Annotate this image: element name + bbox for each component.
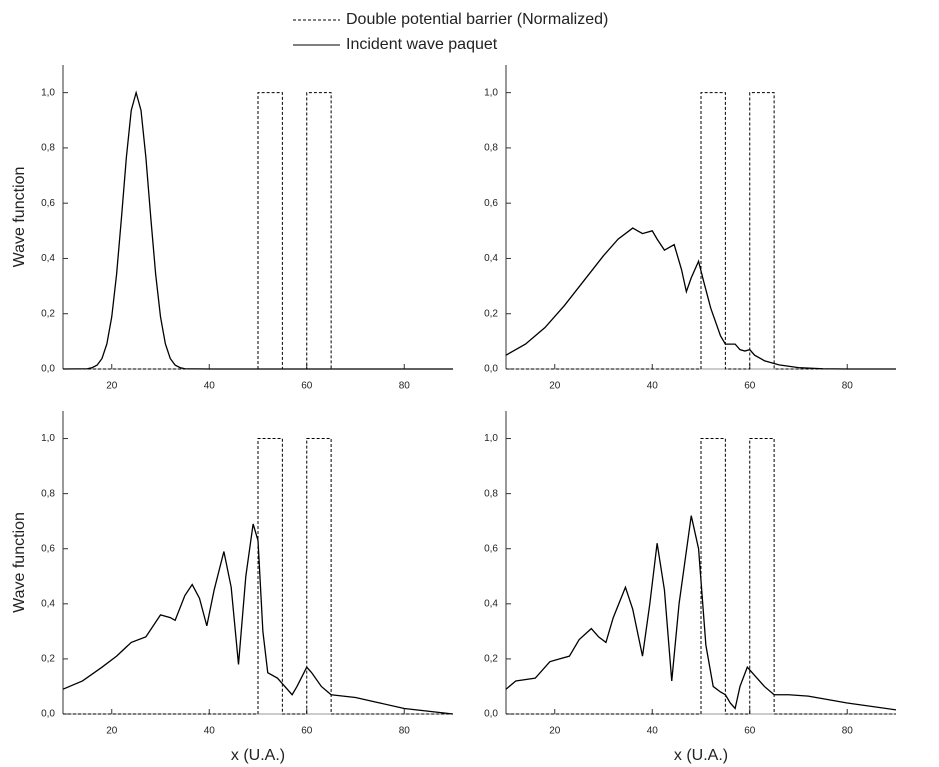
- y-axis-label: Wave function: [11, 512, 28, 613]
- x-tick-label: 40: [647, 381, 659, 392]
- x-tick-label: 20: [549, 381, 561, 392]
- series-line: [63, 92, 453, 370]
- x-tick-label: 80: [842, 726, 854, 737]
- legend-label: Double potential barrier (Normalized): [346, 11, 608, 28]
- x-tick-label: 20: [106, 381, 118, 392]
- y-tick-label: 0,6: [484, 543, 498, 554]
- x-tick-label: 20: [106, 726, 118, 737]
- series-line: [506, 92, 896, 370]
- y-tick-label: 0,4: [484, 598, 498, 609]
- series-line: [62, 523, 454, 715]
- y-tick-label: 1,0: [41, 87, 55, 98]
- y-tick-label: 0,0: [41, 364, 55, 375]
- x-tick-label: 80: [399, 381, 411, 392]
- y-tick-label: 1,0: [484, 433, 498, 444]
- y-tick-label: 0,0: [41, 709, 55, 720]
- y-tick-label: 0,0: [484, 709, 498, 720]
- y-tick-label: 0,6: [41, 198, 55, 209]
- y-tick-label: 0,6: [41, 543, 55, 554]
- y-tick-label: 0,4: [41, 598, 55, 609]
- y-tick-label: 1,0: [41, 433, 55, 444]
- x-tick-label: 80: [399, 726, 411, 737]
- series-line: [63, 438, 453, 715]
- y-axis-label: Wave function: [11, 167, 28, 268]
- y-tick-label: 0,8: [41, 488, 55, 499]
- legend-label: Incident wave paquet: [346, 36, 498, 53]
- x-tick-label: 80: [842, 381, 854, 392]
- y-tick-label: 0,4: [41, 253, 55, 264]
- y-tick-label: 0,8: [484, 488, 498, 499]
- y-tick-label: 1,0: [484, 87, 498, 98]
- x-tick-label: 40: [204, 726, 216, 737]
- x-tick-label: 20: [549, 726, 561, 737]
- y-tick-label: 0,8: [41, 143, 55, 154]
- y-tick-label: 0,0: [484, 364, 498, 375]
- x-axis-label: x (U.A.): [674, 747, 728, 764]
- x-tick-label: 60: [744, 726, 756, 737]
- x-tick-label: 60: [744, 381, 756, 392]
- y-tick-label: 0,6: [484, 198, 498, 209]
- x-tick-label: 60: [301, 726, 313, 737]
- x-axis-label: x (U.A.): [231, 747, 285, 764]
- y-tick-label: 0,2: [41, 654, 55, 665]
- y-tick-label: 0,2: [41, 308, 55, 319]
- series-line: [505, 515, 897, 711]
- series-line: [62, 90, 453, 370]
- y-tick-label: 0,8: [484, 143, 498, 154]
- series-line: [505, 227, 896, 370]
- x-tick-label: 60: [301, 381, 313, 392]
- y-tick-label: 0,4: [484, 253, 498, 264]
- y-tick-label: 0,2: [484, 654, 498, 665]
- x-tick-label: 40: [204, 381, 216, 392]
- y-tick-label: 0,2: [484, 308, 498, 319]
- x-tick-label: 40: [647, 726, 659, 737]
